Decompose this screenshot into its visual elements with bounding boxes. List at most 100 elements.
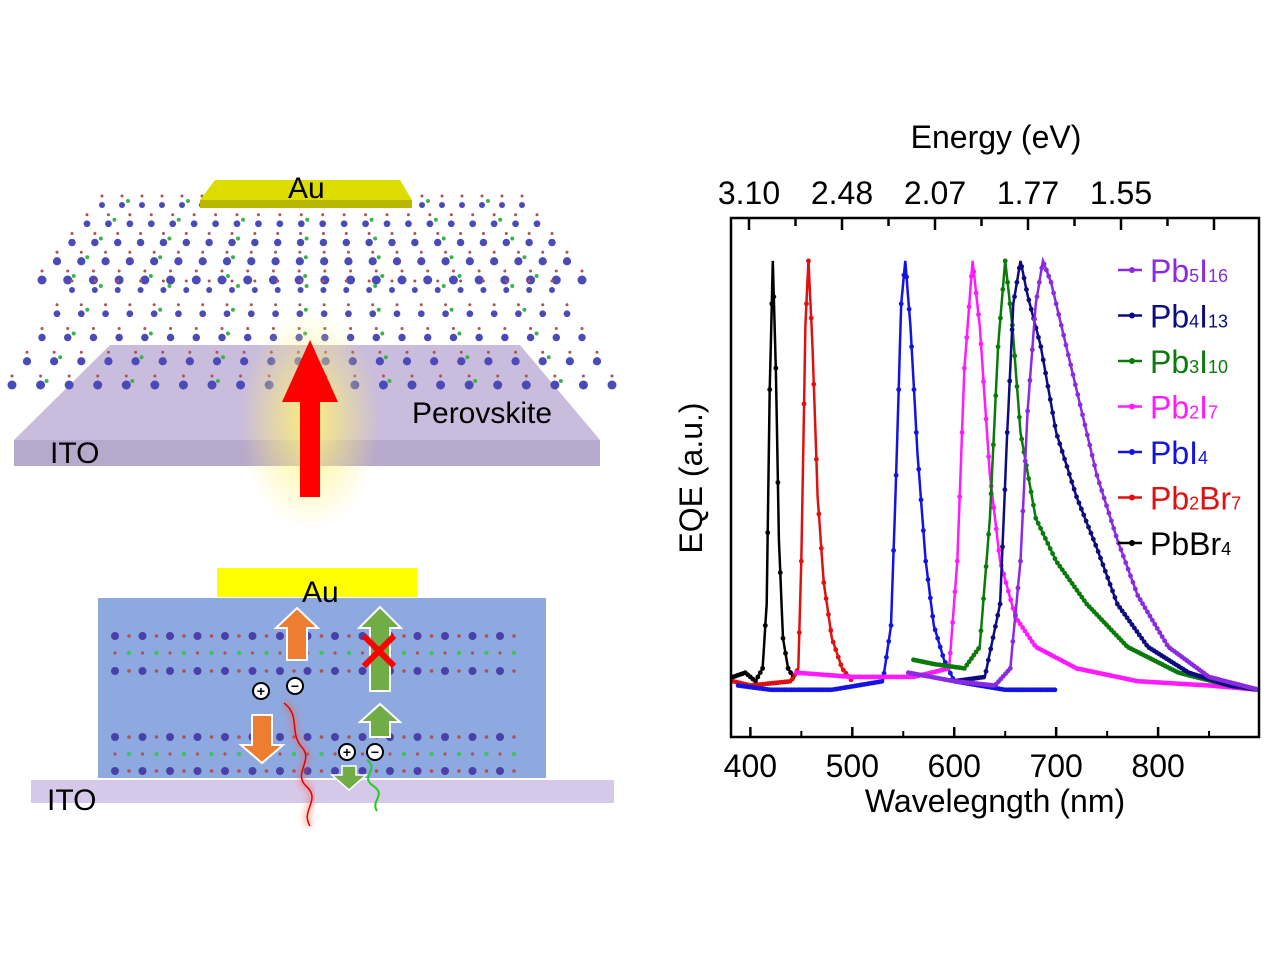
lattice-atom (344, 232, 348, 235)
lattice-atom (222, 257, 232, 266)
data-point (962, 365, 967, 371)
series-Pb2I7 (793, 260, 1261, 693)
data-point (989, 685, 995, 690)
data-point (1250, 686, 1256, 692)
lattice-atom (292, 769, 296, 773)
lattice-atom (502, 238, 511, 247)
lattice-atom (119, 202, 125, 208)
lattice-atom (276, 232, 280, 235)
data-point (838, 662, 844, 668)
data-point (983, 668, 989, 674)
series-PbBr4 (730, 260, 796, 684)
lattice-atom (380, 331, 385, 336)
data-point (1240, 685, 1246, 690)
data-point (967, 681, 973, 687)
lattice-atom (580, 327, 584, 330)
data-point (1184, 672, 1190, 678)
data-point (1045, 541, 1051, 546)
data-point (1216, 677, 1222, 682)
data-point (1255, 687, 1261, 693)
data-point (1247, 686, 1253, 691)
lattice-atom (320, 275, 330, 285)
data-point (1024, 287, 1029, 292)
data-point (1007, 378, 1013, 384)
data-point (1196, 667, 1202, 673)
data-point (1228, 683, 1234, 689)
data-point (1252, 686, 1258, 692)
lattice-atom (365, 238, 373, 247)
lattice-atom (225, 250, 229, 254)
data-point (862, 674, 867, 680)
series-line (954, 260, 1260, 692)
lattice-atom (501, 333, 509, 342)
data-point (1051, 290, 1057, 296)
data-point (1119, 608, 1125, 614)
data-point (1137, 597, 1143, 602)
lattice-atom (303, 733, 312, 741)
data-point (1140, 679, 1146, 684)
data-point (1064, 464, 1070, 469)
lattice-atom (346, 275, 356, 285)
lattice-atom (610, 374, 614, 378)
data-point (966, 676, 972, 682)
data-point (1181, 667, 1187, 672)
data-point (930, 613, 936, 619)
data-point (906, 674, 911, 680)
data-point (1231, 685, 1236, 691)
data-point (942, 663, 948, 669)
legend-marker (1129, 403, 1135, 410)
data-point (976, 675, 982, 681)
data-point (973, 649, 979, 655)
data-point (966, 659, 972, 665)
lattice-atom (194, 327, 198, 330)
lattice-atom (592, 357, 602, 366)
lattice-atom (169, 220, 177, 228)
lattice-atom (426, 220, 434, 228)
hole-icon: + (252, 682, 270, 700)
data-point (930, 661, 936, 667)
data-point (1020, 625, 1025, 630)
legend-label: Pb2I7 (1150, 390, 1218, 426)
data-point (1211, 679, 1217, 684)
data-point (1124, 615, 1130, 621)
lattice-atom (167, 236, 172, 241)
data-point (753, 678, 758, 684)
data-point (854, 683, 860, 688)
data-point (852, 674, 858, 680)
lattice-atom (236, 650, 242, 656)
data-point (940, 667, 946, 673)
lattice-atom (401, 650, 407, 656)
data-point (1027, 377, 1033, 383)
lattice-atom (168, 752, 172, 756)
lattice-atom (71, 274, 76, 278)
data-point (1191, 674, 1197, 680)
lattice-atom (111, 667, 119, 675)
svg-text:−: − (371, 744, 379, 760)
data-point (1156, 651, 1162, 657)
data-point (849, 674, 855, 680)
lattice-atom (554, 269, 558, 273)
lattice-atom (468, 767, 477, 775)
lattice-atom (400, 269, 404, 273)
data-point (1012, 614, 1018, 620)
data-point (1165, 664, 1170, 670)
data-point (1168, 659, 1174, 665)
data-point (1132, 625, 1137, 631)
lattice-atom (323, 269, 327, 273)
lattice-atom (524, 374, 528, 378)
data-point (787, 678, 793, 684)
data-point (935, 635, 941, 641)
data-point (1037, 687, 1043, 693)
data-point (1199, 669, 1205, 674)
data-point (1183, 668, 1189, 674)
lattice-atom (274, 303, 278, 307)
data-point (1026, 476, 1032, 482)
lattice-atom (503, 269, 507, 273)
lattice-atom (449, 255, 454, 260)
data-point (1186, 673, 1192, 678)
data-point (935, 668, 941, 674)
lattice-atom (168, 651, 172, 655)
data-point (1233, 684, 1238, 689)
lattice-atom (319, 238, 328, 247)
data-point (1020, 508, 1026, 514)
